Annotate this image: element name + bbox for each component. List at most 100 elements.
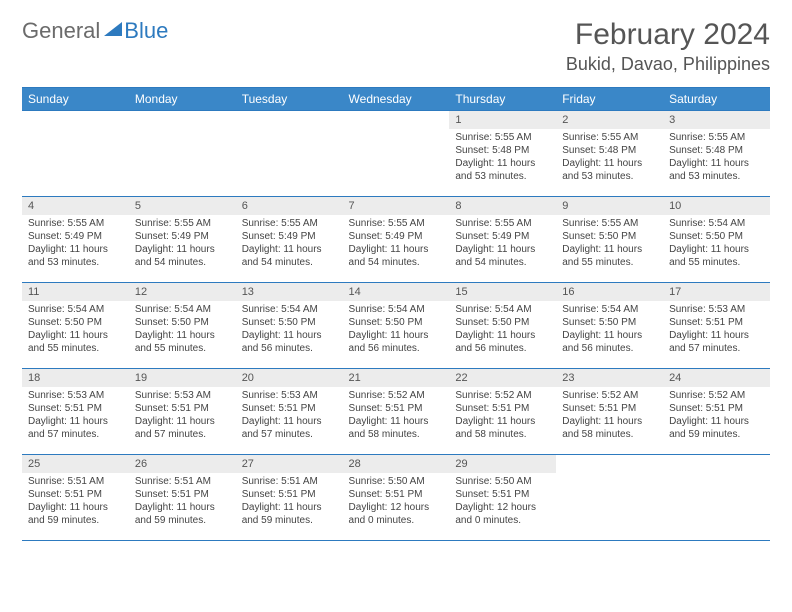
day-content: Sunrise: 5:54 AMSunset: 5:50 PMDaylight:…	[556, 301, 663, 359]
sunset-text: Sunset: 5:50 PM	[669, 230, 764, 243]
week-row: 25Sunrise: 5:51 AMSunset: 5:51 PMDayligh…	[22, 455, 770, 541]
day-number: 5	[129, 197, 236, 215]
day-number: 8	[449, 197, 556, 215]
logo-text-general: General	[22, 18, 100, 44]
daylight-text: Daylight: 11 hours and 57 minutes.	[28, 415, 123, 441]
sunrise-text: Sunrise: 5:53 AM	[135, 389, 230, 402]
daylight-text: Daylight: 12 hours and 0 minutes.	[455, 501, 550, 527]
day-content: Sunrise: 5:54 AMSunset: 5:50 PMDaylight:…	[22, 301, 129, 359]
sunset-text: Sunset: 5:48 PM	[455, 144, 550, 157]
daylight-text: Daylight: 11 hours and 54 minutes.	[349, 243, 444, 269]
daylight-text: Daylight: 11 hours and 58 minutes.	[455, 415, 550, 441]
day-cell-27: 27Sunrise: 5:51 AMSunset: 5:51 PMDayligh…	[236, 455, 343, 541]
sunrise-text: Sunrise: 5:55 AM	[28, 217, 123, 230]
day-cell-15: 15Sunrise: 5:54 AMSunset: 5:50 PMDayligh…	[449, 283, 556, 369]
day-cell-10: 10Sunrise: 5:54 AMSunset: 5:50 PMDayligh…	[663, 197, 770, 283]
daylight-text: Daylight: 11 hours and 59 minutes.	[135, 501, 230, 527]
sunrise-text: Sunrise: 5:55 AM	[349, 217, 444, 230]
day-content: Sunrise: 5:55 AMSunset: 5:50 PMDaylight:…	[556, 215, 663, 273]
sunset-text: Sunset: 5:51 PM	[28, 402, 123, 415]
day-cell-empty	[236, 111, 343, 197]
location-label: Bukid, Davao, Philippines	[566, 54, 770, 75]
day-number: 24	[663, 369, 770, 387]
day-number: 29	[449, 455, 556, 473]
day-number: 14	[343, 283, 450, 301]
day-cell-21: 21Sunrise: 5:52 AMSunset: 5:51 PMDayligh…	[343, 369, 450, 455]
sunrise-text: Sunrise: 5:55 AM	[135, 217, 230, 230]
calendar-table: SundayMondayTuesdayWednesdayThursdayFrid…	[22, 87, 770, 541]
day-cell-7: 7Sunrise: 5:55 AMSunset: 5:49 PMDaylight…	[343, 197, 450, 283]
sunset-text: Sunset: 5:51 PM	[455, 402, 550, 415]
sunset-text: Sunset: 5:51 PM	[135, 488, 230, 501]
day-cell-8: 8Sunrise: 5:55 AMSunset: 5:49 PMDaylight…	[449, 197, 556, 283]
daylight-text: Daylight: 11 hours and 57 minutes.	[242, 415, 337, 441]
sunrise-text: Sunrise: 5:55 AM	[455, 217, 550, 230]
day-number	[129, 111, 236, 129]
sunset-text: Sunset: 5:49 PM	[28, 230, 123, 243]
day-cell-22: 22Sunrise: 5:52 AMSunset: 5:51 PMDayligh…	[449, 369, 556, 455]
day-header-sunday: Sunday	[22, 88, 129, 111]
week-row: 11Sunrise: 5:54 AMSunset: 5:50 PMDayligh…	[22, 283, 770, 369]
sunrise-text: Sunrise: 5:52 AM	[349, 389, 444, 402]
sunset-text: Sunset: 5:49 PM	[349, 230, 444, 243]
sunset-text: Sunset: 5:51 PM	[669, 316, 764, 329]
daylight-text: Daylight: 11 hours and 59 minutes.	[28, 501, 123, 527]
sunrise-text: Sunrise: 5:53 AM	[242, 389, 337, 402]
week-row: 1Sunrise: 5:55 AMSunset: 5:48 PMDaylight…	[22, 111, 770, 197]
day-cell-2: 2Sunrise: 5:55 AMSunset: 5:48 PMDaylight…	[556, 111, 663, 197]
day-content: Sunrise: 5:50 AMSunset: 5:51 PMDaylight:…	[343, 473, 450, 531]
day-content: Sunrise: 5:53 AMSunset: 5:51 PMDaylight:…	[22, 387, 129, 445]
day-number: 13	[236, 283, 343, 301]
day-number: 10	[663, 197, 770, 215]
day-header-thursday: Thursday	[449, 88, 556, 111]
sunset-text: Sunset: 5:49 PM	[242, 230, 337, 243]
day-content: Sunrise: 5:53 AMSunset: 5:51 PMDaylight:…	[129, 387, 236, 445]
day-number: 26	[129, 455, 236, 473]
day-content: Sunrise: 5:50 AMSunset: 5:51 PMDaylight:…	[449, 473, 556, 531]
day-content: Sunrise: 5:55 AMSunset: 5:49 PMDaylight:…	[22, 215, 129, 273]
day-content: Sunrise: 5:51 AMSunset: 5:51 PMDaylight:…	[236, 473, 343, 531]
month-title: February 2024	[566, 18, 770, 52]
day-content: Sunrise: 5:52 AMSunset: 5:51 PMDaylight:…	[556, 387, 663, 445]
title-block: February 2024 Bukid, Davao, Philippines	[566, 18, 770, 75]
day-header-tuesday: Tuesday	[236, 88, 343, 111]
day-content: Sunrise: 5:55 AMSunset: 5:49 PMDaylight:…	[343, 215, 450, 273]
day-number	[343, 111, 450, 129]
sunrise-text: Sunrise: 5:55 AM	[455, 131, 550, 144]
sunrise-text: Sunrise: 5:54 AM	[135, 303, 230, 316]
day-cell-28: 28Sunrise: 5:50 AMSunset: 5:51 PMDayligh…	[343, 455, 450, 541]
header: General Blue February 2024 Bukid, Davao,…	[22, 18, 770, 75]
sunrise-text: Sunrise: 5:55 AM	[669, 131, 764, 144]
day-cell-empty	[129, 111, 236, 197]
daylight-text: Daylight: 11 hours and 56 minutes.	[349, 329, 444, 355]
sunrise-text: Sunrise: 5:54 AM	[455, 303, 550, 316]
day-cell-11: 11Sunrise: 5:54 AMSunset: 5:50 PMDayligh…	[22, 283, 129, 369]
daylight-text: Daylight: 11 hours and 56 minutes.	[242, 329, 337, 355]
day-cell-5: 5Sunrise: 5:55 AMSunset: 5:49 PMDaylight…	[129, 197, 236, 283]
day-number: 22	[449, 369, 556, 387]
sunset-text: Sunset: 5:50 PM	[562, 316, 657, 329]
day-header-row: SundayMondayTuesdayWednesdayThursdayFrid…	[22, 88, 770, 111]
day-number: 6	[236, 197, 343, 215]
day-number: 19	[129, 369, 236, 387]
sunrise-text: Sunrise: 5:51 AM	[135, 475, 230, 488]
sunrise-text: Sunrise: 5:54 AM	[242, 303, 337, 316]
sunset-text: Sunset: 5:51 PM	[242, 402, 337, 415]
day-cell-1: 1Sunrise: 5:55 AMSunset: 5:48 PMDaylight…	[449, 111, 556, 197]
day-cell-14: 14Sunrise: 5:54 AMSunset: 5:50 PMDayligh…	[343, 283, 450, 369]
sunset-text: Sunset: 5:51 PM	[28, 488, 123, 501]
sunset-text: Sunset: 5:51 PM	[349, 488, 444, 501]
sunset-text: Sunset: 5:48 PM	[669, 144, 764, 157]
sunset-text: Sunset: 5:51 PM	[455, 488, 550, 501]
daylight-text: Daylight: 11 hours and 58 minutes.	[562, 415, 657, 441]
daylight-text: Daylight: 11 hours and 54 minutes.	[242, 243, 337, 269]
day-number: 4	[22, 197, 129, 215]
day-cell-25: 25Sunrise: 5:51 AMSunset: 5:51 PMDayligh…	[22, 455, 129, 541]
day-cell-9: 9Sunrise: 5:55 AMSunset: 5:50 PMDaylight…	[556, 197, 663, 283]
sunrise-text: Sunrise: 5:55 AM	[562, 217, 657, 230]
sunset-text: Sunset: 5:50 PM	[135, 316, 230, 329]
day-cell-24: 24Sunrise: 5:52 AMSunset: 5:51 PMDayligh…	[663, 369, 770, 455]
sunrise-text: Sunrise: 5:50 AM	[455, 475, 550, 488]
day-cell-26: 26 Sunrise: 5:51 AMSunset: 5:51 PMDayligh…	[129, 455, 236, 541]
daylight-text: Daylight: 11 hours and 53 minutes.	[669, 157, 764, 183]
